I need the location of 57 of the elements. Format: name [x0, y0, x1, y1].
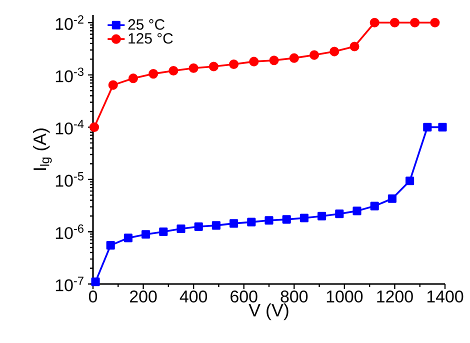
- x-tick-label: 600: [230, 290, 258, 303]
- x-axis-title: V (V): [248, 303, 288, 320]
- point: [108, 80, 118, 90]
- x-tick-label: 0: [88, 290, 98, 303]
- x-tick-label: 200: [130, 290, 157, 303]
- point: [370, 18, 380, 28]
- point: [350, 42, 360, 52]
- point: [430, 18, 440, 28]
- point: [289, 53, 299, 63]
- point: [89, 122, 100, 132]
- point: [124, 234, 132, 242]
- point: [148, 69, 158, 79]
- point: [390, 18, 400, 28]
- x-tick-label: 400: [180, 290, 208, 303]
- point: [309, 50, 320, 60]
- point: [410, 18, 420, 28]
- point: [106, 241, 115, 250]
- point: [188, 63, 198, 73]
- y-tick-label: 10$^{-6}$: [56, 224, 84, 240]
- point: [335, 210, 344, 218]
- point: [318, 212, 326, 220]
- point: [230, 219, 238, 228]
- x-tick-label: 1400: [427, 290, 464, 303]
- point: [168, 66, 178, 76]
- legend-label: 125 °C: [128, 33, 173, 44]
- point: [330, 46, 340, 56]
- point: [249, 56, 259, 66]
- y-tick-label: 10$^{-2}$: [56, 15, 84, 30]
- point: [269, 56, 279, 66]
- point: [176, 224, 186, 234]
- point: [264, 216, 274, 225]
- point: [406, 176, 414, 186]
- x-tick-label: 800: [280, 290, 308, 303]
- point: [91, 278, 100, 286]
- point: [194, 222, 203, 231]
- y-tick-label: 10$^{-4}$: [56, 120, 84, 134]
- point: [229, 59, 239, 70]
- point: [300, 214, 308, 222]
- point: [208, 62, 218, 72]
- x-tick-label: 1200: [377, 290, 413, 303]
- point: [212, 221, 220, 230]
- y-tick-label: 10$^{-7}$: [56, 276, 84, 292]
- point: [388, 194, 396, 203]
- point: [423, 122, 432, 132]
- point: [142, 230, 150, 239]
- point: [128, 74, 138, 84]
- y-tick-label: 10$^{-3}$: [56, 68, 84, 82]
- legend-label: 25 °C: [128, 19, 164, 30]
- y-tick-label: 10$^{-5}$: [56, 172, 84, 187]
- point: [352, 206, 362, 216]
- x-tick-label: 1000: [326, 290, 363, 303]
- point: [247, 218, 256, 226]
- y-axis-title: I$_{lg}$ (A): [32, 128, 52, 170]
- point: [282, 215, 291, 224]
- point: [438, 122, 447, 132]
- point: [159, 227, 168, 236]
- point: [370, 202, 379, 210]
